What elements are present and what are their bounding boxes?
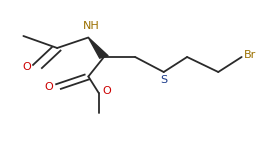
Text: O: O <box>44 82 53 92</box>
Text: O: O <box>22 63 31 72</box>
Polygon shape <box>88 38 108 58</box>
Text: Br: Br <box>244 51 257 60</box>
Text: O: O <box>103 87 111 96</box>
Text: NH: NH <box>83 21 99 31</box>
Text: S: S <box>160 75 167 85</box>
